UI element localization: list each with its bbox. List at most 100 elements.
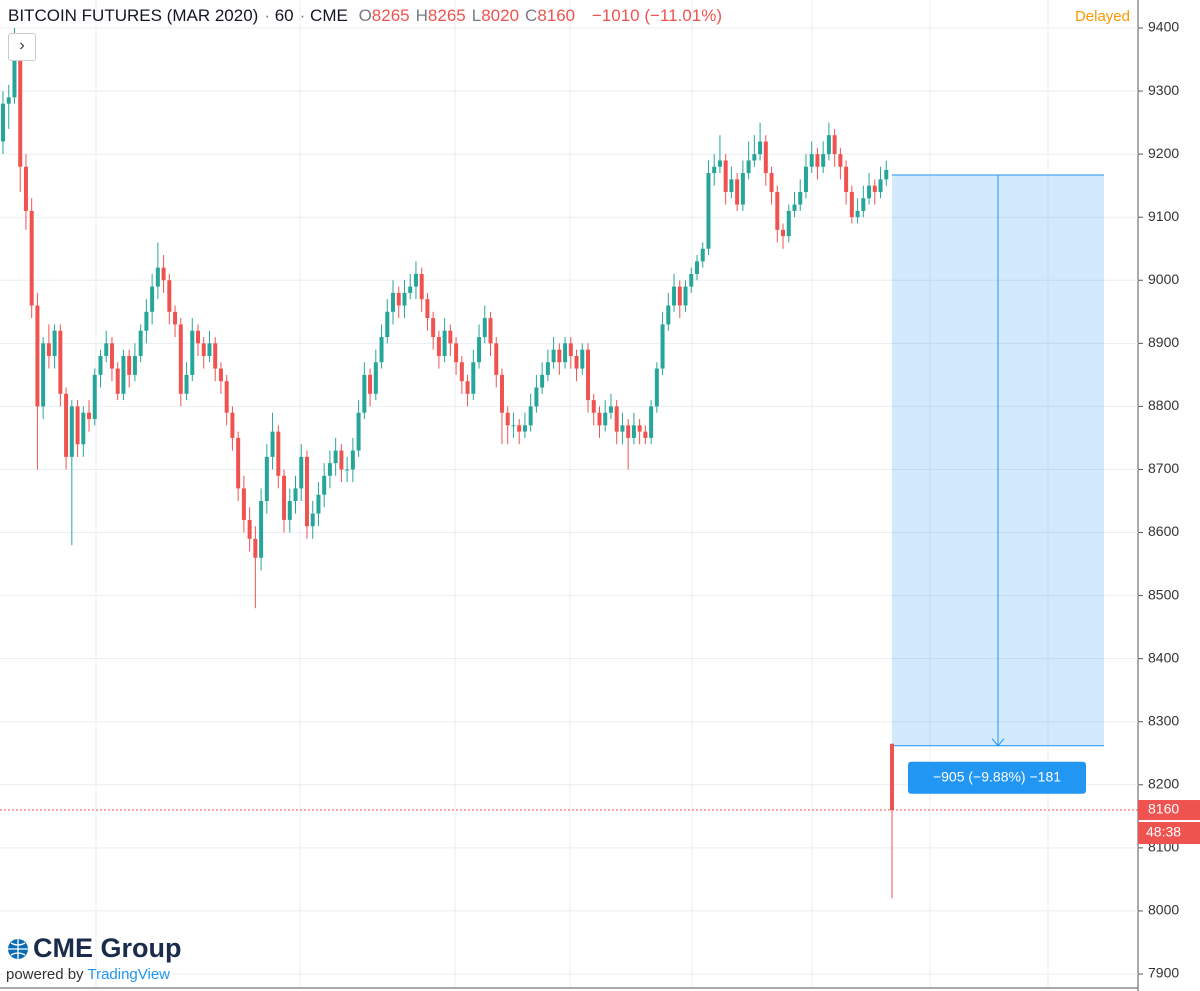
candle-body — [207, 343, 212, 356]
candle-body — [620, 425, 625, 432]
candle-body — [104, 343, 109, 356]
candle-body — [603, 412, 608, 426]
candle-body — [826, 135, 831, 155]
candle-body — [643, 431, 648, 438]
last-price-label: 8160 — [1148, 801, 1179, 817]
candle-body — [803, 166, 808, 192]
measure-label-box — [908, 761, 1086, 794]
candle-body — [763, 141, 768, 174]
y-tick-label: 8700 — [1148, 460, 1179, 476]
candle-body — [557, 349, 562, 363]
candle-body — [626, 425, 631, 438]
candle-body — [740, 173, 745, 205]
candle-body — [890, 743, 894, 811]
candle-body — [471, 362, 476, 394]
candle-body — [717, 160, 722, 167]
ohlc-key: H — [415, 6, 428, 25]
candle-body — [775, 191, 780, 230]
candle-body — [35, 305, 40, 407]
legend: BITCOIN FUTURES (MAR 2020) · 60 · CME O826… — [8, 6, 722, 25]
candle-body — [723, 160, 728, 192]
y-tick-label: 8300 — [1148, 712, 1179, 728]
candle-body — [356, 412, 361, 451]
legend-toggle[interactable]: › — [8, 33, 36, 61]
candle-body — [608, 406, 613, 413]
candle-body — [201, 343, 206, 356]
candle-body — [190, 330, 195, 375]
candle-body — [735, 179, 740, 205]
candle-body — [270, 431, 275, 457]
y-tick-label: 9100 — [1148, 208, 1179, 224]
candle-body — [551, 349, 556, 363]
interval: 60 — [274, 6, 294, 25]
candle-body — [821, 154, 826, 167]
y-tick-label: 8900 — [1148, 334, 1179, 350]
candle-body — [58, 330, 63, 394]
candle-body — [69, 406, 74, 457]
candle-body — [781, 229, 786, 237]
candle-body — [568, 343, 573, 356]
candle-body — [391, 292, 396, 312]
candle-body — [46, 343, 51, 356]
candle-body — [196, 330, 201, 344]
logo: CME Group powered by TradingView — [6, 933, 182, 983]
candle-body — [327, 463, 332, 476]
candle-body — [339, 450, 344, 470]
y-tick-label: 7900 — [1148, 965, 1179, 981]
candle-body — [419, 273, 424, 300]
candle-body — [121, 355, 126, 394]
candle-body — [184, 374, 189, 394]
candle-body — [712, 166, 717, 174]
candle-body — [236, 437, 241, 489]
candle-body — [488, 318, 493, 344]
candle-body — [838, 154, 843, 167]
status: Delayed — [1074, 8, 1130, 25]
candle-body — [167, 280, 172, 312]
candle-body — [368, 374, 373, 394]
candle-body — [150, 286, 155, 312]
candle-body — [115, 368, 120, 394]
candle-body — [534, 387, 539, 407]
candle-body — [425, 299, 430, 319]
candle-body — [729, 179, 734, 192]
candle-body — [282, 475, 287, 520]
candle-body — [677, 286, 682, 306]
candle-body — [345, 469, 350, 471]
candle-body — [304, 456, 309, 527]
candle-body — [333, 450, 338, 464]
candle-body — [528, 406, 533, 426]
platform[interactable]: TradingView — [87, 966, 171, 983]
ohlc-value: 8160 — [537, 6, 576, 25]
change: −1010 (−11.01%) — [591, 6, 722, 25]
candle-body — [792, 204, 797, 211]
candle-body — [844, 166, 849, 192]
candle-body — [591, 400, 596, 413]
candle-body — [413, 273, 418, 287]
candle-body — [241, 488, 246, 520]
candle-body — [786, 210, 791, 237]
candle-body — [849, 191, 854, 218]
candle-body — [545, 362, 550, 375]
candle-body — [408, 286, 413, 293]
ohlc-value: 8265 — [371, 6, 410, 25]
candle-body — [867, 185, 872, 199]
candle-body — [155, 267, 160, 287]
measure-label: −905 (−9.88%) −181 — [933, 768, 1061, 784]
candle-body — [499, 374, 504, 413]
candle-body — [431, 318, 436, 338]
y-tick-label: 9400 — [1148, 19, 1179, 35]
candle-body — [230, 412, 235, 438]
candle-body — [127, 355, 132, 375]
ohlc-key: L — [471, 6, 482, 25]
candle-body — [253, 538, 258, 558]
candle-body — [264, 456, 269, 501]
y-tick-label: 8800 — [1148, 397, 1179, 413]
ohlc-key: C — [525, 6, 538, 25]
ohlc-value: 8265 — [427, 6, 466, 25]
candle-body — [683, 286, 688, 306]
candle-body — [81, 412, 86, 445]
candle-body — [815, 154, 820, 167]
candle-body — [402, 292, 407, 306]
ohlc-value: 8020 — [481, 6, 520, 25]
y-tick-label: 9300 — [1148, 82, 1179, 98]
